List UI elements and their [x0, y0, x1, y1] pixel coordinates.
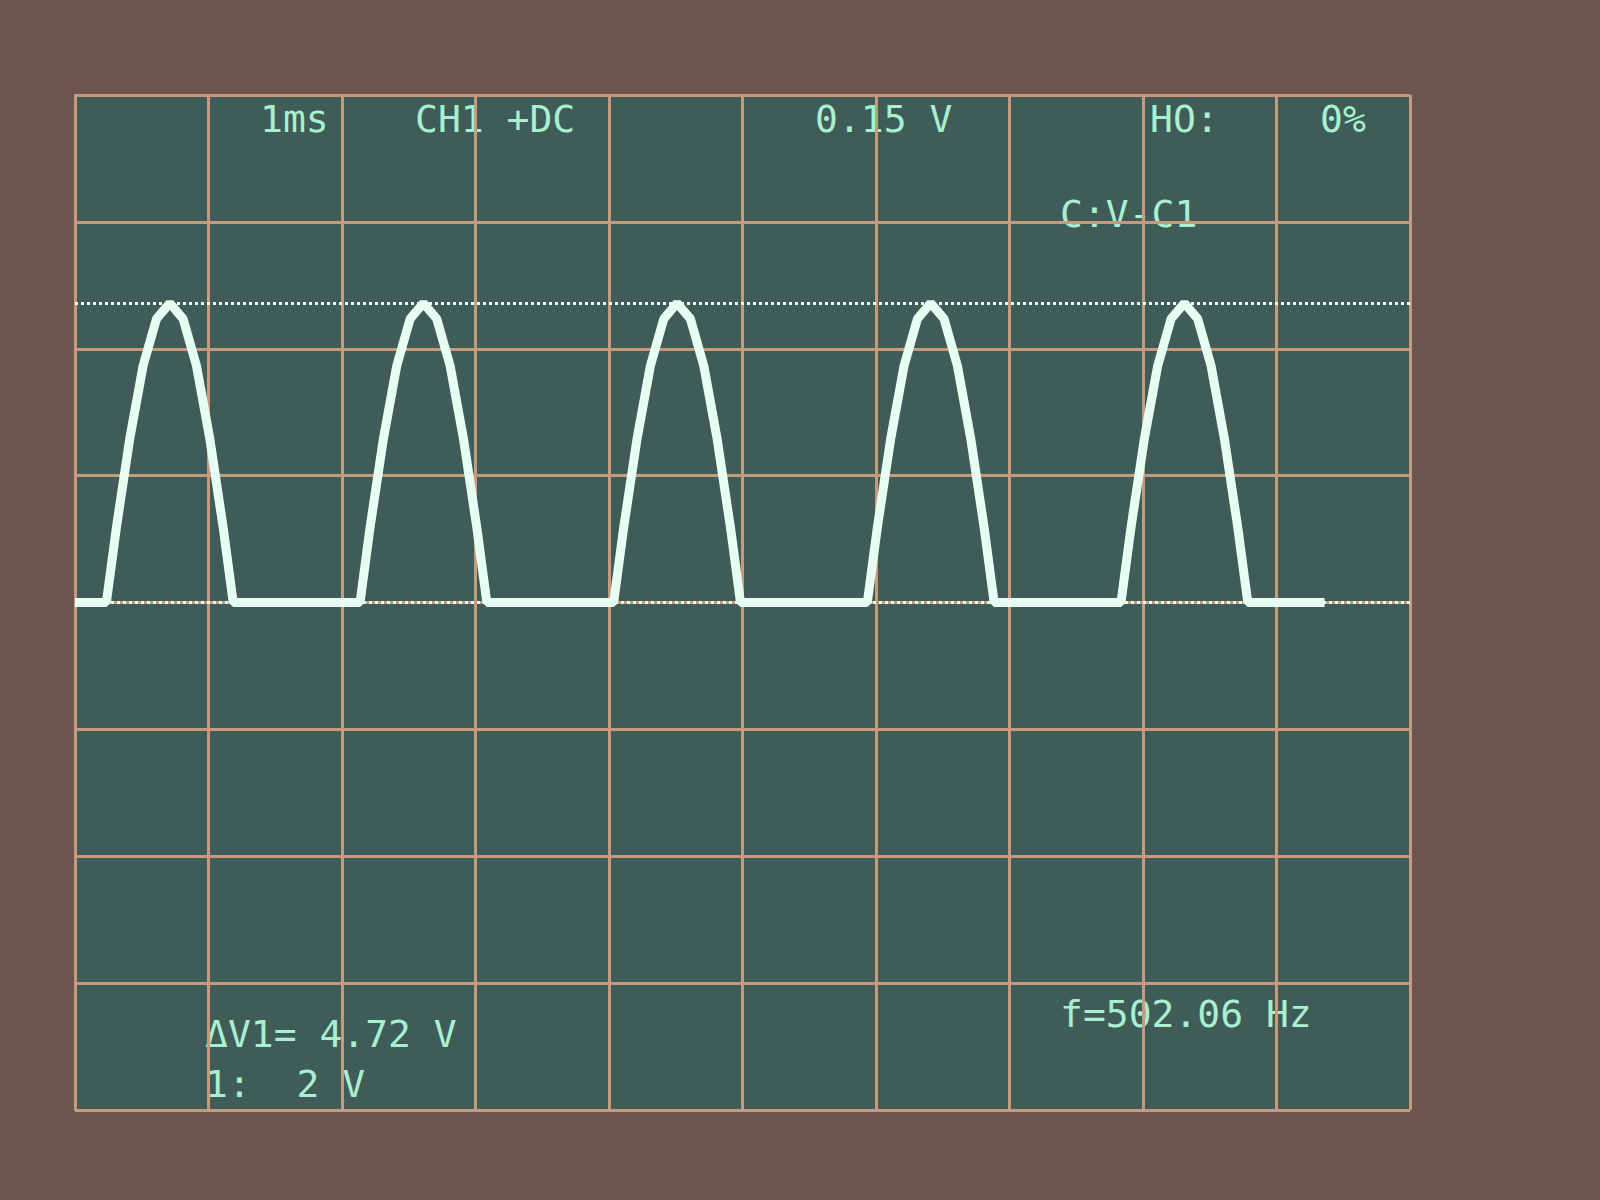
svg-text:0.15 V: 0.15 V: [815, 97, 952, 141]
svg-text:1: 2 V: 1: 2 V: [205, 1062, 366, 1106]
svg-text:1ms: 1ms: [260, 97, 329, 141]
svg-text:0%: 0%: [1320, 97, 1366, 141]
svg-text:HO:: HO:: [1150, 97, 1219, 141]
svg-text:CH1 +DC: CH1 +DC: [415, 97, 575, 141]
svg-text:C:V-C1: C:V-C1: [1060, 192, 1197, 236]
svg-text:ΔV1= 4.72 V: ΔV1= 4.72 V: [205, 1012, 457, 1056]
svg-text:f=502.06 Hz: f=502.06 Hz: [1060, 992, 1312, 1036]
